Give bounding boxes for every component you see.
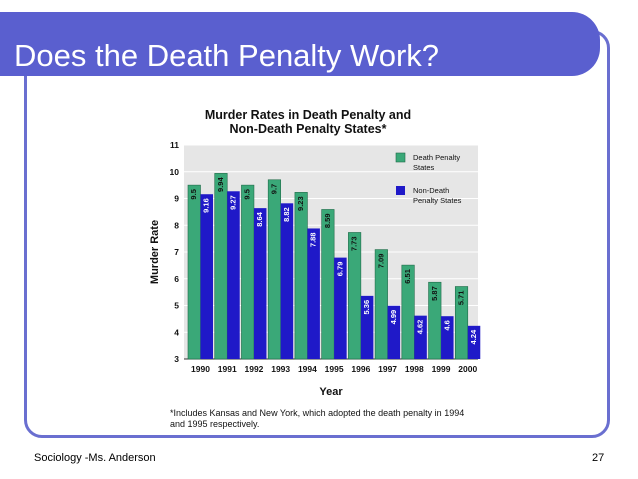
- y-tick-labels: 3 4 5 6 7 8 9 10 11: [170, 140, 180, 364]
- legend-label: States: [413, 163, 435, 172]
- page-number: 27: [592, 452, 605, 464]
- y-tick-label: 5: [174, 301, 179, 311]
- bar-value-label: 8.64: [255, 211, 264, 226]
- bar: [214, 173, 228, 360]
- slide-title: Does the Death Penalty Work?: [14, 38, 440, 73]
- bar: [200, 194, 213, 359]
- y-tick-label: 11: [170, 140, 179, 150]
- chart-title-line2: Non-Death Penalty States*: [230, 122, 387, 136]
- bar: [187, 184, 201, 360]
- bar-value-label: 9.5: [189, 189, 198, 199]
- legend-label: Penalty States: [413, 196, 462, 205]
- bar: [374, 249, 388, 360]
- x-tick-label: 1991: [218, 364, 237, 374]
- x-tick-label: 1997: [378, 364, 397, 374]
- legend-label: Death Penalty: [413, 153, 460, 162]
- x-tick-label: 1990: [191, 364, 210, 374]
- x-tick-label: 1994: [298, 364, 317, 374]
- bar: [241, 184, 255, 360]
- bars: 9.5 9.16 9.949.27 9.5 8.64 9.7 8.82 9.23 7.88 8.5…: [187, 173, 481, 360]
- footer-text: Sociology -Ms. Anderson: [34, 452, 156, 464]
- x-tick-label: 1998: [405, 364, 424, 374]
- bar-value-label: 6.51: [403, 269, 412, 284]
- bar: [360, 295, 374, 359]
- x-tick-label: 1992: [244, 364, 263, 374]
- y-tick-label: 6: [174, 274, 179, 284]
- bar-value-label: 4.24: [469, 329, 478, 344]
- bar: [401, 264, 415, 360]
- bar: [348, 232, 362, 360]
- bar: [307, 228, 320, 359]
- bar: [387, 305, 401, 359]
- bar-value-label: 5.87: [430, 286, 439, 301]
- bar-value-label: 5.71: [457, 291, 466, 306]
- bar-value-label: 9.5: [243, 189, 252, 199]
- chart-title-line1: Murder Rates in Death Penalty and: [205, 108, 411, 122]
- bar: [321, 209, 335, 360]
- x-tick-labels: 1990 1991 1992 1993 1994 1995 1996 1997 1998 1999…: [191, 364, 477, 374]
- murder-rate-chart: Murder Rates in Death Penalty and Non-De…: [148, 100, 488, 433]
- bar: [414, 315, 427, 359]
- x-tick-label: 1995: [325, 364, 344, 374]
- bar-value-label: 7.73: [350, 236, 359, 251]
- legend-label: Non-Death: [413, 186, 449, 195]
- bar-value-label: 7.09: [376, 254, 385, 269]
- bar-value-label: 8.59: [323, 213, 332, 228]
- bar-value-label: 9.7: [269, 184, 278, 194]
- y-tick-label: 4: [174, 327, 179, 337]
- title-bar: Does the Death Penalty Work?: [0, 12, 600, 76]
- y-tick-label: 9: [174, 194, 179, 204]
- bar: [454, 286, 469, 360]
- x-tick-label: 2000: [458, 364, 477, 374]
- bar-value-label: 6.79: [335, 262, 344, 277]
- bar-value-label: 4.6: [442, 320, 451, 330]
- bar: [467, 325, 481, 359]
- bar-value-label: 4.99: [389, 310, 398, 325]
- y-axis-label: Murder Rate: [149, 220, 161, 284]
- y-tick-label: 10: [170, 167, 180, 177]
- bar: [253, 208, 267, 359]
- bar: [267, 179, 281, 360]
- legend-swatch: [396, 186, 405, 195]
- bar-value-label: 4.62: [416, 320, 425, 335]
- bar: [441, 316, 454, 359]
- x-tick-label: 1993: [271, 364, 290, 374]
- bar: [294, 192, 308, 360]
- y-tick-label: 3: [174, 354, 179, 364]
- y-tick-label: 8: [174, 220, 179, 230]
- footnote-line2: and 1995 respectively.: [170, 419, 259, 429]
- bar-value-label: 7.88: [309, 232, 318, 247]
- bar: [227, 191, 240, 359]
- bar-value-label: 9.16: [202, 198, 211, 213]
- chart-svg: Murder Rates in Death Penalty and Non-De…: [149, 108, 481, 429]
- bar: [334, 257, 347, 359]
- x-tick-label: 1996: [351, 364, 370, 374]
- bar-value-label: 9.23: [296, 196, 305, 211]
- bar-value-label: 8.82: [282, 207, 291, 222]
- bar-value-label: 9.27: [228, 195, 237, 210]
- x-axis-label: Year: [319, 386, 343, 398]
- y-tick-label: 7: [174, 247, 179, 257]
- footnote-line1: *Includes Kansas and New York, which ado…: [170, 408, 464, 418]
- bar-value-label: 5.36: [362, 300, 371, 315]
- bar: [280, 203, 294, 359]
- x-tick-label: 1999: [432, 364, 451, 374]
- legend-swatch: [395, 152, 406, 163]
- bar-value-label: 9.94: [216, 177, 225, 192]
